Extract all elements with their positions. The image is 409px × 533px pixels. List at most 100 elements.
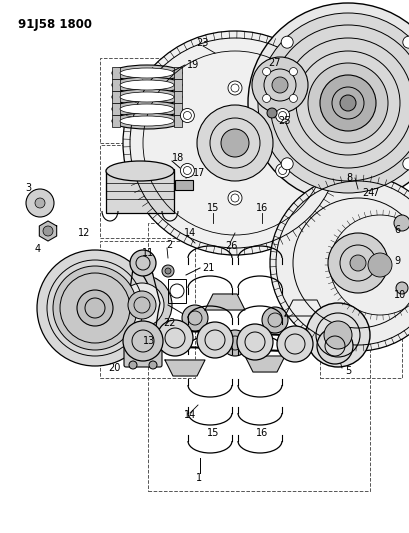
Circle shape <box>130 250 155 276</box>
Circle shape <box>227 191 241 205</box>
Bar <box>106 169 173 213</box>
Text: 9: 9 <box>393 256 399 266</box>
Circle shape <box>247 3 409 203</box>
Circle shape <box>120 283 164 327</box>
Polygon shape <box>39 221 56 241</box>
Ellipse shape <box>112 101 182 117</box>
Circle shape <box>257 13 409 193</box>
Circle shape <box>270 175 409 351</box>
Circle shape <box>319 75 375 131</box>
Text: 6: 6 <box>393 225 399 235</box>
Text: 24: 24 <box>361 188 373 198</box>
Circle shape <box>35 198 45 208</box>
FancyBboxPatch shape <box>124 345 162 367</box>
Text: 12: 12 <box>78 228 90 238</box>
Polygon shape <box>204 294 245 310</box>
Text: 18: 18 <box>172 153 184 163</box>
Circle shape <box>323 321 351 349</box>
Text: 91J58 1800: 91J58 1800 <box>18 18 92 31</box>
Ellipse shape <box>120 104 173 114</box>
Circle shape <box>221 330 247 356</box>
Text: 11: 11 <box>142 248 154 258</box>
Text: 15: 15 <box>207 203 219 213</box>
Circle shape <box>289 94 297 102</box>
Circle shape <box>301 325 327 351</box>
Polygon shape <box>164 360 204 376</box>
Text: 25: 25 <box>277 116 290 126</box>
Text: 5: 5 <box>344 366 351 376</box>
Circle shape <box>129 361 137 369</box>
Bar <box>100 145 195 238</box>
Ellipse shape <box>120 92 173 102</box>
Polygon shape <box>245 356 284 372</box>
Polygon shape <box>284 300 324 316</box>
Text: 13: 13 <box>143 336 155 346</box>
Circle shape <box>196 322 232 358</box>
Ellipse shape <box>120 80 173 90</box>
Bar <box>112 91 120 103</box>
Circle shape <box>275 109 289 123</box>
Circle shape <box>148 361 157 369</box>
Circle shape <box>162 265 173 277</box>
Bar <box>173 115 182 127</box>
Text: 3: 3 <box>25 183 31 193</box>
Circle shape <box>123 321 163 361</box>
Circle shape <box>289 68 297 76</box>
Circle shape <box>307 63 387 143</box>
Circle shape <box>305 303 369 367</box>
Circle shape <box>282 38 409 168</box>
Circle shape <box>295 51 399 155</box>
Circle shape <box>281 36 292 48</box>
Bar <box>148 223 369 491</box>
Text: 26: 26 <box>225 241 237 251</box>
Text: 16: 16 <box>255 428 267 438</box>
Text: 21: 21 <box>202 263 214 273</box>
Circle shape <box>43 226 53 236</box>
Circle shape <box>262 94 270 102</box>
Ellipse shape <box>120 68 173 78</box>
Text: 1: 1 <box>196 473 202 483</box>
Circle shape <box>316 328 352 364</box>
Bar <box>112 79 120 91</box>
Text: 23: 23 <box>196 38 208 48</box>
Text: 20: 20 <box>108 363 120 373</box>
Circle shape <box>327 233 387 293</box>
Circle shape <box>276 326 312 362</box>
Bar <box>112 115 120 127</box>
Text: 14: 14 <box>184 228 196 238</box>
Bar <box>173 103 182 115</box>
Circle shape <box>252 57 307 113</box>
Text: 27: 27 <box>267 58 280 68</box>
Bar <box>100 58 195 143</box>
Text: 10: 10 <box>393 290 405 300</box>
Circle shape <box>220 129 248 157</box>
Ellipse shape <box>112 89 182 105</box>
Circle shape <box>266 108 276 118</box>
Circle shape <box>77 290 113 326</box>
Circle shape <box>182 305 207 331</box>
Circle shape <box>270 25 409 181</box>
Circle shape <box>53 266 137 350</box>
Text: 15: 15 <box>207 428 219 438</box>
Ellipse shape <box>112 77 182 93</box>
Text: 22: 22 <box>163 318 175 328</box>
Bar <box>319 163 401 378</box>
Polygon shape <box>126 255 160 353</box>
Bar <box>168 279 186 303</box>
Text: 2: 2 <box>166 240 172 250</box>
Text: 19: 19 <box>187 60 199 70</box>
Bar <box>175 180 193 190</box>
Circle shape <box>180 109 194 123</box>
Circle shape <box>402 158 409 170</box>
Text: 8: 8 <box>345 173 351 183</box>
Circle shape <box>196 105 272 181</box>
Ellipse shape <box>112 65 182 81</box>
Circle shape <box>402 36 409 48</box>
Circle shape <box>26 189 54 217</box>
Circle shape <box>349 255 365 271</box>
Ellipse shape <box>120 116 173 126</box>
Ellipse shape <box>112 113 182 129</box>
Bar <box>173 91 182 103</box>
Circle shape <box>164 268 171 274</box>
Circle shape <box>271 77 287 93</box>
